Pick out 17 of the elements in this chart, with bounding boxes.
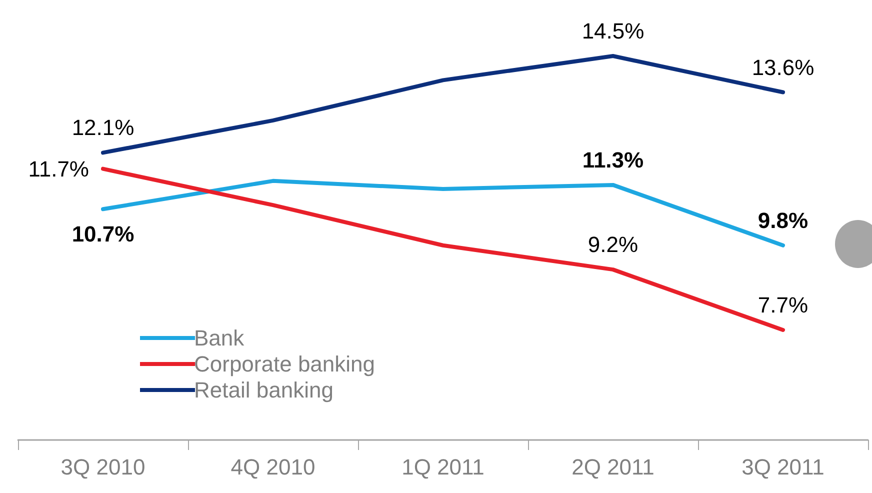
data-label: 12.1% bbox=[72, 115, 134, 140]
legend-label: Retail banking bbox=[194, 378, 334, 402]
legend-label: Corporate banking bbox=[194, 352, 376, 376]
legend-label: Bank bbox=[194, 326, 246, 350]
data-label: 11.7% bbox=[28, 156, 89, 182]
data-label: 14.5% bbox=[582, 18, 644, 44]
x-tick-label: 2Q 2011 bbox=[572, 454, 654, 480]
x-tick-label: 3Q 2010 bbox=[60, 454, 146, 480]
data-label: 11.3% bbox=[582, 147, 644, 172]
data-label: 10.7% bbox=[72, 222, 134, 247]
data-label: 9.8% bbox=[758, 208, 808, 233]
data-label: 7.7% bbox=[758, 292, 808, 318]
x-tick-label: 1Q 2011 bbox=[402, 454, 484, 480]
x-tick-label: 4Q 2010 bbox=[230, 454, 316, 480]
data-label: 9.2% bbox=[588, 232, 638, 258]
x-tick-label: 3Q 2011 bbox=[742, 454, 824, 480]
data-label: 13.6% bbox=[752, 54, 814, 80]
